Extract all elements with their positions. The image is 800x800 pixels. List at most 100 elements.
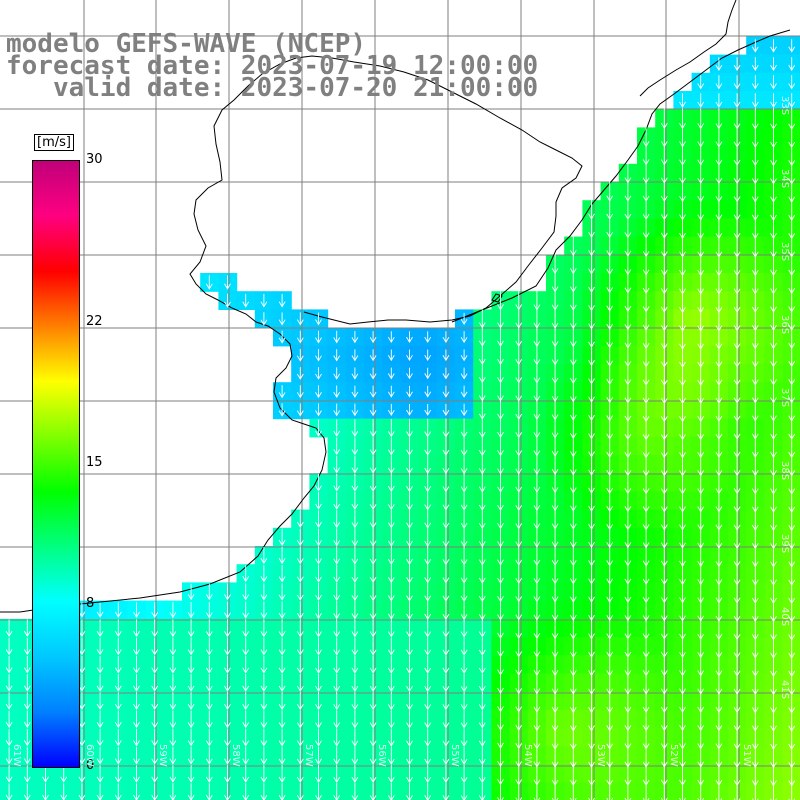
wind-arrow bbox=[5, 728, 13, 747]
wind-arrow bbox=[315, 710, 322, 729]
wind-arrow bbox=[205, 655, 213, 674]
wind-arrow bbox=[242, 710, 250, 729]
wind-arrow bbox=[96, 710, 104, 729]
wind-arrow bbox=[387, 582, 395, 602]
wind-arrow bbox=[224, 746, 231, 765]
wind-arrow bbox=[460, 619, 468, 638]
wind-arrow bbox=[260, 710, 268, 729]
wind-arrow bbox=[333, 437, 341, 456]
wind-arrow bbox=[96, 602, 104, 618]
wind-arrow bbox=[5, 765, 13, 783]
wind-arrow bbox=[296, 312, 304, 326]
wind-arrow bbox=[5, 710, 13, 729]
wind-arrow bbox=[697, 93, 705, 108]
lon-label: 60W bbox=[84, 744, 95, 767]
wind-arrow bbox=[296, 510, 304, 528]
wind-arrow bbox=[333, 673, 341, 692]
wind-arrow bbox=[406, 527, 413, 547]
wind-arrow bbox=[333, 764, 341, 783]
wind-arrow bbox=[351, 764, 359, 783]
wind-arrow bbox=[278, 528, 286, 546]
wind-arrow bbox=[278, 764, 286, 783]
wind-arrow bbox=[260, 783, 268, 800]
wind-arrow bbox=[278, 294, 286, 308]
wind-arrow bbox=[260, 565, 268, 583]
wind-arrow bbox=[387, 367, 395, 380]
wind-arrow bbox=[5, 674, 13, 692]
wind-arrow bbox=[187, 619, 195, 638]
wind-arrow bbox=[187, 637, 195, 656]
wind-arrow bbox=[442, 764, 450, 784]
wind-arrow bbox=[497, 781, 504, 800]
wind-arrow bbox=[478, 764, 486, 784]
wind-arrow bbox=[369, 655, 377, 674]
wind-arrow bbox=[333, 492, 341, 510]
wind-arrow bbox=[387, 473, 395, 492]
wind-arrow bbox=[333, 349, 341, 362]
wind-arrow bbox=[369, 367, 377, 380]
wind-arrow bbox=[406, 637, 413, 656]
coastline-east bbox=[451, 29, 791, 323]
wind-arrow bbox=[351, 510, 359, 529]
wind-arrow bbox=[242, 728, 250, 747]
wind-arrow bbox=[296, 764, 304, 783]
wind-arrow bbox=[260, 601, 268, 619]
wind-arrow bbox=[187, 601, 195, 619]
title-model: modelo GEFS-WAVE (NCEP) bbox=[6, 29, 367, 59]
wind-arrow bbox=[478, 637, 486, 656]
wind-arrow bbox=[114, 728, 122, 747]
wind-arrow bbox=[5, 747, 13, 765]
wind-arrow bbox=[187, 728, 195, 747]
wind-arrow bbox=[296, 637, 304, 656]
wind-arrow bbox=[205, 710, 213, 729]
wind-arrow bbox=[23, 765, 31, 783]
wind-arrow bbox=[96, 728, 104, 747]
wind-arrow bbox=[406, 673, 413, 693]
wind-arrow bbox=[205, 674, 213, 692]
wind-arrow bbox=[187, 710, 195, 729]
wind-arrow bbox=[387, 419, 395, 438]
wind-arrow bbox=[23, 747, 31, 765]
wind-arrow bbox=[406, 619, 413, 638]
wind-arrow bbox=[151, 674, 159, 692]
wind-arrow bbox=[478, 619, 486, 638]
wind-arrow bbox=[478, 728, 486, 747]
lon-label: 54W bbox=[522, 744, 533, 767]
wind-arrow bbox=[242, 655, 250, 674]
wind-arrow bbox=[333, 637, 341, 656]
wind-arrow bbox=[114, 655, 122, 674]
wind-arrow bbox=[369, 710, 377, 729]
wind-arrow bbox=[242, 674, 250, 692]
wind-arrow bbox=[460, 637, 468, 656]
wind-arrow bbox=[478, 673, 486, 693]
wind-arrow bbox=[278, 583, 286, 601]
wind-arrow bbox=[5, 637, 13, 656]
wind-arrow bbox=[96, 783, 104, 800]
wind-arrow bbox=[788, 57, 796, 72]
wind-arrow bbox=[296, 349, 304, 362]
wind-arrow bbox=[296, 583, 304, 601]
wind-arrow bbox=[224, 728, 231, 747]
colorbar-tick-22: 22 bbox=[86, 313, 103, 329]
wind-arrow bbox=[133, 783, 140, 800]
wind-arrow bbox=[460, 403, 468, 417]
wind-arrow bbox=[424, 619, 432, 638]
wind-arrow bbox=[242, 619, 250, 638]
wind-arrow bbox=[333, 419, 341, 437]
wind-arrow bbox=[406, 473, 413, 493]
wind-arrow bbox=[442, 782, 450, 800]
wind-arrow bbox=[369, 637, 377, 656]
coastline-outline bbox=[0, 55, 583, 613]
wind-arrow bbox=[96, 765, 104, 783]
wind-arrow bbox=[296, 546, 304, 565]
wind-arrow bbox=[733, 57, 741, 72]
wind-arrow bbox=[369, 437, 377, 456]
wind-arrow bbox=[151, 619, 159, 638]
wind-arrow bbox=[260, 637, 268, 656]
wind-arrow bbox=[387, 385, 395, 398]
wind-arrow bbox=[5, 692, 13, 710]
wind-arrow bbox=[424, 473, 432, 493]
wind-arrow bbox=[460, 331, 468, 344]
wind-arrow bbox=[406, 367, 413, 380]
wind-arrow bbox=[114, 710, 122, 729]
